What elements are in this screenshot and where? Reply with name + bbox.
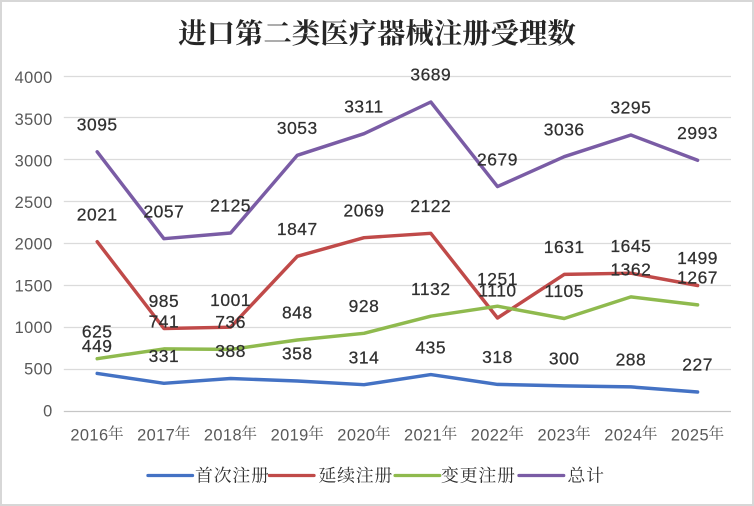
svg-text:985: 985 (149, 291, 180, 311)
svg-text:4000: 4000 (15, 69, 53, 87)
svg-text:449: 449 (82, 336, 113, 356)
svg-text:1000: 1000 (15, 319, 53, 337)
svg-text:358: 358 (282, 344, 313, 364)
svg-text:1645: 1645 (610, 236, 651, 256)
svg-text:500: 500 (24, 361, 53, 379)
svg-text:3036: 3036 (544, 119, 585, 139)
svg-text:1001: 1001 (210, 290, 251, 310)
svg-text:0: 0 (43, 402, 53, 420)
svg-text:2025: 2025 (671, 426, 709, 444)
svg-text:2019: 2019 (271, 426, 309, 444)
svg-text:2018: 2018 (204, 426, 242, 444)
svg-text:2993: 2993 (677, 123, 718, 143)
svg-text:1105: 1105 (544, 281, 584, 301)
svg-text:3689: 3689 (410, 65, 451, 85)
svg-text:435: 435 (415, 337, 446, 357)
svg-text:1362: 1362 (610, 260, 651, 280)
svg-text:3500: 3500 (15, 111, 53, 129)
svg-text:741: 741 (149, 312, 180, 332)
svg-text:2023: 2023 (538, 426, 576, 444)
svg-text:848: 848 (282, 303, 313, 323)
svg-text:2022: 2022 (471, 426, 509, 444)
svg-text:227: 227 (682, 355, 713, 375)
svg-text:1847: 1847 (277, 219, 318, 239)
svg-text:2679: 2679 (477, 149, 518, 169)
svg-text:3053: 3053 (277, 118, 318, 138)
svg-text:3095: 3095 (77, 115, 118, 135)
svg-text:2500: 2500 (15, 194, 53, 212)
svg-text:1631: 1631 (544, 237, 585, 257)
svg-text:1500: 1500 (15, 277, 53, 295)
svg-text:1132: 1132 (411, 279, 451, 299)
svg-text:2016: 2016 (70, 426, 108, 444)
svg-text:2000: 2000 (15, 236, 53, 254)
svg-text:388: 388 (215, 341, 246, 361)
svg-text:2021: 2021 (404, 426, 442, 444)
svg-text:2024: 2024 (604, 426, 642, 444)
svg-text:2057: 2057 (143, 201, 184, 221)
svg-text:1499: 1499 (677, 248, 718, 268)
svg-text:2020: 2020 (337, 426, 375, 444)
svg-text:3000: 3000 (15, 152, 53, 170)
svg-text:3311: 3311 (344, 96, 384, 116)
svg-text:2125: 2125 (210, 196, 251, 216)
svg-text:928: 928 (349, 296, 380, 316)
svg-text:3295: 3295 (610, 98, 651, 118)
svg-text:736: 736 (215, 312, 246, 332)
svg-text:2021: 2021 (77, 204, 118, 224)
svg-text:2069: 2069 (344, 200, 385, 220)
svg-text:2017: 2017 (137, 426, 175, 444)
svg-text:1110: 1110 (478, 281, 516, 301)
svg-text:625: 625 (82, 321, 113, 341)
svg-text:331: 331 (149, 346, 180, 366)
svg-text:1267: 1267 (677, 268, 718, 288)
svg-text:2122: 2122 (410, 196, 451, 216)
svg-text:314: 314 (349, 347, 380, 367)
svg-text:318: 318 (482, 347, 513, 367)
svg-text:300: 300 (549, 349, 580, 369)
svg-text:1251: 1251 (477, 269, 518, 289)
svg-text:288: 288 (616, 350, 647, 370)
